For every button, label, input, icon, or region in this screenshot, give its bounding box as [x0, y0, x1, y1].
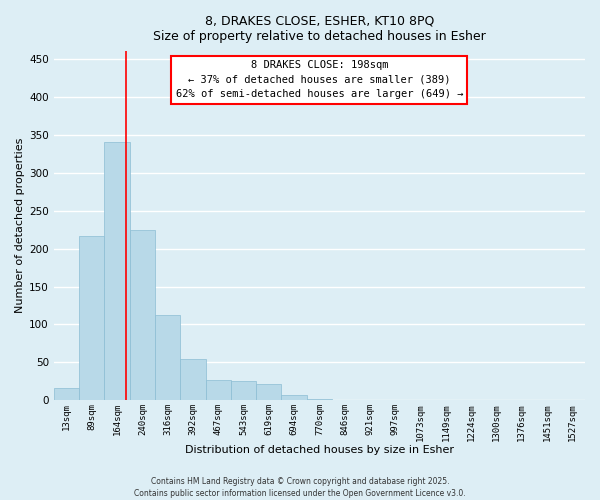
- Bar: [256, 384, 281, 400]
- X-axis label: Distribution of detached houses by size in Esher: Distribution of detached houses by size …: [185, 445, 454, 455]
- Y-axis label: Number of detached properties: Number of detached properties: [15, 138, 25, 314]
- Bar: [231, 382, 256, 400]
- Bar: [206, 380, 231, 400]
- Bar: [104, 142, 130, 401]
- Bar: [281, 395, 307, 400]
- Text: Contains HM Land Registry data © Crown copyright and database right 2025.
Contai: Contains HM Land Registry data © Crown c…: [134, 476, 466, 498]
- Bar: [180, 358, 206, 401]
- Bar: [79, 236, 104, 400]
- Bar: [307, 399, 332, 400]
- Bar: [130, 230, 155, 400]
- Title: 8, DRAKES CLOSE, ESHER, KT10 8PQ
Size of property relative to detached houses in: 8, DRAKES CLOSE, ESHER, KT10 8PQ Size of…: [153, 15, 486, 43]
- Bar: [54, 388, 79, 400]
- Bar: [155, 314, 180, 400]
- Text: 8 DRAKES CLOSE: 198sqm
← 37% of detached houses are smaller (389)
62% of semi-de: 8 DRAKES CLOSE: 198sqm ← 37% of detached…: [176, 60, 463, 100]
